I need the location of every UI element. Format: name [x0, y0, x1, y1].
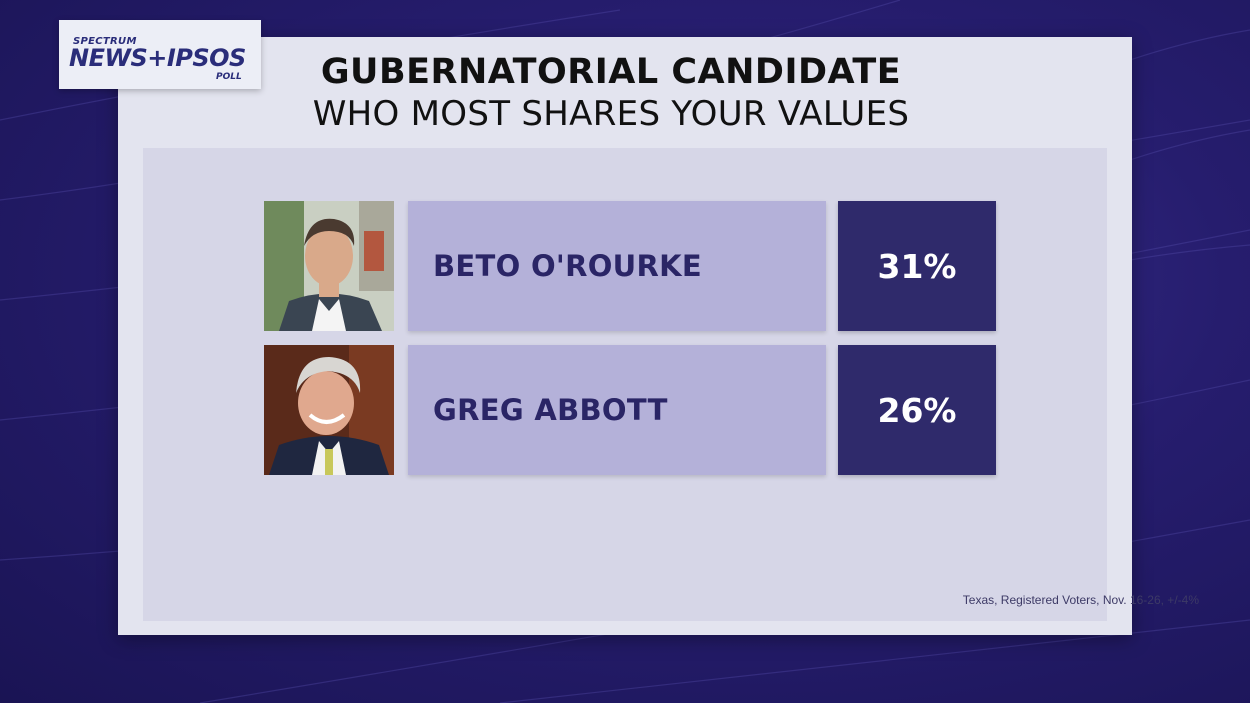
candidate-row: GREG ABBOTT 26%	[264, 345, 996, 475]
logo-spectrum-text: SPECTRUM	[73, 36, 137, 47]
logo-news-ipsos-text: NEWS+IPSOS	[69, 44, 246, 72]
title-line-2: WHO MOST SHARES YOUR VALUES	[312, 94, 910, 134]
percent-box: 26%	[838, 345, 996, 475]
percent-box: 31%	[838, 201, 996, 331]
candidate-name: BETO O'ROURKE	[433, 249, 703, 283]
candidate-row: BETO O'ROURKE 31%	[264, 201, 996, 331]
candidate-photo	[264, 345, 394, 475]
poll-footnote: Texas, Registered Voters, Nov. 16-26, +/…	[962, 593, 1199, 607]
candidate-photo	[264, 201, 394, 331]
candidate-name: GREG ABBOTT	[433, 393, 668, 427]
spectrum-ipsos-logo: SPECTRUM NEWS+IPSOS POLL	[59, 20, 261, 89]
candidate-percent: 26%	[877, 390, 957, 430]
logo-poll-text: POLL	[216, 72, 242, 82]
candidate-name-box: BETO O'ROURKE	[408, 201, 826, 331]
candidate-percent: 31%	[877, 246, 957, 286]
title-line-1: GUBERNATORIAL CANDIDATE	[320, 52, 902, 92]
candidate-name-box: GREG ABBOTT	[408, 345, 826, 475]
